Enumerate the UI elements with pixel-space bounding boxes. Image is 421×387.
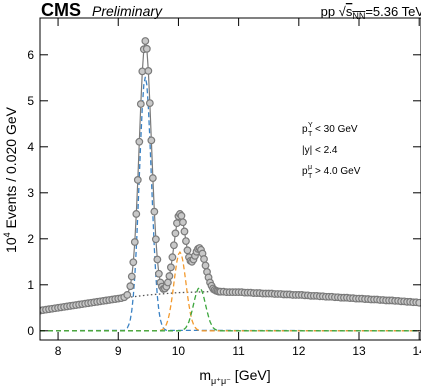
- annotation: |y| < 2.4: [302, 145, 338, 156]
- x-label-part: [GeV]: [231, 367, 271, 383]
- status-label: Preliminary: [92, 3, 163, 19]
- data-point: [415, 298, 421, 307]
- data-point: [170, 241, 178, 250]
- data-line: [40, 40, 420, 312]
- data-point: [182, 237, 190, 246]
- x-tick-label: 8: [55, 344, 62, 358]
- x-tick-label: 11: [232, 344, 245, 358]
- energy-part: NN: [352, 11, 365, 21]
- data-point: [147, 136, 156, 145]
- data-point: [129, 258, 138, 267]
- x-tick-label: 14: [413, 344, 421, 358]
- data-point: [135, 137, 144, 146]
- annotation-part: < 30 GeV: [312, 124, 358, 135]
- annotation-part: Υ: [308, 122, 313, 129]
- energy-label: pp √sNN=5.36 TeV: [321, 4, 421, 21]
- y-tick-label: 1: [27, 278, 34, 292]
- data-point: [177, 211, 186, 220]
- annotation-part: p: [302, 166, 308, 177]
- data-point: [142, 44, 151, 53]
- y-tick-label: 4: [27, 140, 34, 154]
- annotation-part: > 4.0 GeV: [312, 166, 360, 177]
- x-tick-label: 12: [292, 344, 306, 358]
- data-point: [165, 272, 174, 280]
- annotation-part: |y| < 2.4: [302, 145, 338, 156]
- annotation: pμ T > 4.0 GeV: [302, 164, 361, 180]
- data-point: [179, 218, 187, 227]
- data-point: [123, 291, 132, 299]
- y-tick-label: 3: [27, 186, 34, 200]
- annotation-part: μ: [308, 164, 312, 171]
- energy-part: =5.36 TeV: [365, 4, 421, 19]
- x-label-part: m: [199, 367, 211, 383]
- x-tick-label: 13: [352, 344, 366, 358]
- y-tick-label: 2: [27, 232, 34, 246]
- data-point: [130, 238, 139, 246]
- annotation-part: T: [308, 173, 313, 180]
- data-point: [168, 253, 177, 262]
- data-point: [164, 278, 172, 287]
- y-tick-label: 6: [27, 48, 34, 62]
- data-point: [171, 229, 180, 238]
- signal-curve: [40, 286, 420, 332]
- y-label-part: 4: [2, 232, 12, 237]
- data-point: [136, 100, 145, 108]
- data-point: [126, 282, 135, 291]
- y-label-part: Events / 0.020 GeV: [3, 106, 19, 232]
- data-point: [183, 246, 192, 255]
- data-point: [145, 99, 154, 107]
- y-label-part: 10: [3, 237, 19, 253]
- signal-curve: [40, 76, 420, 332]
- y-tick-label: 0: [27, 324, 34, 338]
- data-point: [153, 255, 162, 264]
- data-point: [148, 174, 157, 182]
- x-tick-label: 10: [172, 344, 186, 358]
- energy-part: pp √: [321, 4, 347, 19]
- data-point: [132, 210, 141, 218]
- annotation: pΥ T < 30 GeV: [302, 122, 358, 138]
- data-point: [154, 269, 163, 278]
- data-point: [151, 235, 160, 244]
- energy-part: s: [346, 4, 353, 19]
- y-axis-label: 104 Events / 0.020 GeV: [2, 106, 19, 253]
- data-point: [167, 263, 175, 272]
- data-point: [144, 66, 153, 75]
- data-point: [127, 272, 136, 281]
- x-tick-label: 9: [115, 344, 122, 358]
- signal-curve: [40, 250, 420, 332]
- annotation-part: p: [302, 124, 308, 135]
- x-label-part: μ⁺μ⁻: [211, 376, 231, 386]
- data-point: [133, 176, 142, 184]
- data-point: [180, 227, 189, 236]
- y-tick-label: 5: [27, 94, 34, 108]
- x-axis-label: mμ⁺μ⁻ [GeV]: [199, 367, 270, 386]
- data-point: [150, 207, 159, 216]
- data-point: [141, 37, 150, 45]
- annotation-part: T: [308, 131, 313, 138]
- experiment-label: CMS: [41, 0, 81, 20]
- plot-area: [40, 37, 421, 332]
- plot-frame: [39, 17, 421, 341]
- data-point: [201, 261, 210, 270]
- data-point: [200, 255, 208, 263]
